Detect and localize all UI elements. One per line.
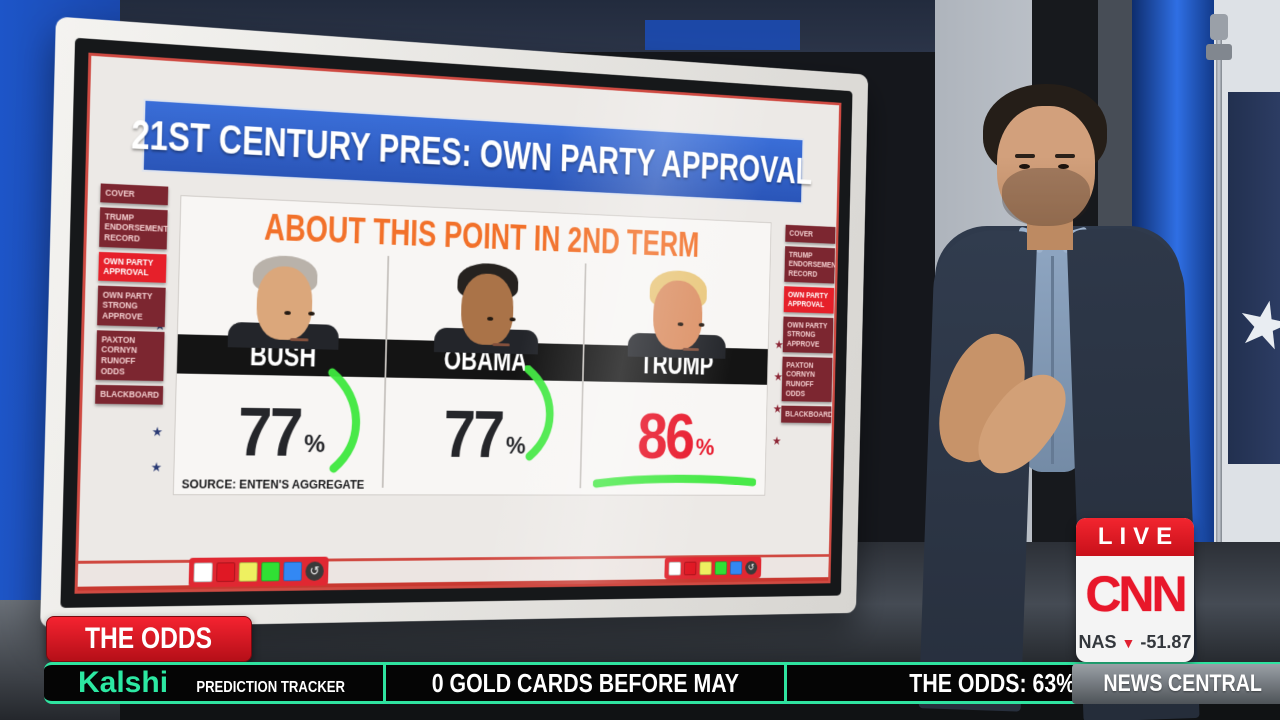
trump-percent-sign: % bbox=[695, 433, 715, 461]
star-icon bbox=[147, 414, 167, 450]
source-credit: SOURCE: ENTEN'S AGGREGATE bbox=[181, 477, 365, 492]
presenter-stubble bbox=[1002, 168, 1090, 226]
obama-photo bbox=[433, 258, 539, 355]
color-swatch-red[interactable] bbox=[216, 562, 236, 583]
ticker-brand: Kalshi PREDICTION TRACKER bbox=[44, 666, 383, 700]
menu-item-trump-endorsement-record[interactable]: TRUMP ENDORSEMENT RECORD bbox=[784, 245, 840, 284]
trump-photo bbox=[627, 266, 727, 359]
undo-icon[interactable]: ↺ bbox=[745, 560, 758, 575]
touchscreen-monitor: 21ST CENTURY PRES: OWN PARTY APPROVAL CO… bbox=[40, 16, 869, 629]
live-badge: LIVE bbox=[1076, 518, 1194, 556]
column-obama: OBAMA 77 % bbox=[382, 255, 585, 489]
show-banner: NEWS CENTRAL bbox=[1072, 664, 1280, 704]
color-swatch-yellow[interactable] bbox=[699, 561, 712, 575]
presenter-eyebrow bbox=[1055, 154, 1075, 158]
menu-item-trump-endorsement-record[interactable]: TRUMP ENDORSEMENT RECORD bbox=[99, 206, 168, 249]
ticker-divider bbox=[784, 662, 788, 704]
presenter-eye bbox=[1058, 164, 1069, 169]
presenter bbox=[905, 80, 1205, 720]
menu-item-own-party-strong-approve[interactable]: OWN PARTY STRONG APPROVE bbox=[97, 285, 166, 327]
presenter-face bbox=[997, 106, 1095, 226]
menu-item-cover[interactable]: COVER bbox=[785, 224, 836, 244]
market-down-icon: ▼ bbox=[1121, 634, 1136, 651]
ticker-item: 0 GOLD CARDS BEFORE MAY bbox=[431, 667, 739, 698]
trump-eyes bbox=[677, 322, 684, 327]
rundown-menu-right: COVER TRUMP ENDORSEMENT RECORD OWN PARTY… bbox=[781, 224, 840, 428]
bush-eyes bbox=[283, 310, 291, 315]
flag-finial bbox=[1210, 14, 1228, 40]
bush-mouth bbox=[289, 338, 309, 342]
trump-percent: 86 bbox=[636, 400, 694, 472]
telestrator-palette-right: ↺ bbox=[664, 556, 762, 580]
star-icon bbox=[146, 450, 166, 486]
trump-mouth bbox=[683, 347, 700, 351]
menu-item-own-party-strong-approve[interactable]: OWN PARTY STRONG APPROVE bbox=[782, 316, 834, 354]
monitor-bezel: 21ST CENTURY PRES: OWN PARTY APPROVAL CO… bbox=[60, 37, 853, 608]
kalshi-logo: Kalshi bbox=[78, 666, 169, 699]
menu-item-blackboard[interactable]: BLACKBOARD bbox=[781, 405, 833, 423]
cnn-logo: CNN bbox=[1085, 566, 1187, 622]
bush-face bbox=[255, 265, 313, 342]
flag-clamp bbox=[1206, 44, 1232, 60]
presenter-eyebrow bbox=[1015, 154, 1035, 158]
chart-title: 21ST CENTURY PRES: OWN PARTY APPROVAL bbox=[130, 110, 813, 193]
column-trump: TRUMP 86 % bbox=[579, 263, 770, 489]
network-bug: LIVE CNN NAS ▼ -51.87 bbox=[1076, 518, 1194, 662]
magic-wall-screen: 21ST CENTURY PRES: OWN PARTY APPROVAL CO… bbox=[74, 52, 842, 594]
presenter-jacket bbox=[918, 228, 1038, 712]
color-swatch-blue[interactable] bbox=[729, 560, 743, 575]
market-ticker: NAS ▼ -51.87 bbox=[1076, 632, 1194, 662]
trump-value: 86 % bbox=[635, 382, 716, 472]
undo-icon[interactable]: ↺ bbox=[305, 561, 324, 581]
american-flag bbox=[1228, 92, 1280, 464]
bush-percent: 77 bbox=[237, 393, 302, 470]
market-symbol: NAS bbox=[1078, 632, 1117, 652]
color-swatch-green[interactable] bbox=[260, 561, 280, 582]
approval-comparison-panel: ABOUT THIS POINT IN 2ND TERM bbox=[172, 195, 772, 496]
color-swatch-blue[interactable] bbox=[283, 561, 303, 582]
color-swatch-white[interactable] bbox=[193, 562, 213, 583]
color-swatch-green[interactable] bbox=[714, 560, 728, 575]
studio-top-light bbox=[645, 20, 800, 50]
menu-item-blackboard[interactable]: BLACKBOARD bbox=[95, 384, 164, 405]
telestrator-palette-left: ↺ bbox=[188, 556, 329, 588]
menu-item-paxton-cornyn-runoff-odds[interactable]: PAXTON CORNYN RUNOFF ODDS bbox=[781, 356, 833, 403]
bush-photo bbox=[227, 250, 339, 350]
menu-item-cover[interactable]: COVER bbox=[100, 183, 169, 205]
color-swatch-white[interactable] bbox=[668, 561, 682, 576]
column-bush: BUSH 77 % bbox=[174, 248, 388, 488]
menu-item-own-party-approval[interactable]: OWN PARTY APPROVAL bbox=[98, 251, 167, 283]
telestrator-underline-trump bbox=[593, 473, 756, 488]
telestrator-arc-bush bbox=[323, 367, 369, 475]
trump-face bbox=[652, 279, 704, 351]
menu-item-paxton-cornyn-runoff-odds[interactable]: PAXTON CORNYN RUNOFF ODDS bbox=[95, 329, 165, 382]
obama-value: 77 % bbox=[441, 379, 527, 471]
rundown-menu-left: COVER TRUMP ENDORSEMENT RECORD OWN PARTY… bbox=[95, 183, 168, 409]
presenter-shirt-placket bbox=[1051, 256, 1054, 464]
bush-value: 77 % bbox=[235, 375, 327, 470]
obama-face bbox=[460, 272, 515, 347]
obama-eyes bbox=[487, 316, 494, 321]
color-swatch-red[interactable] bbox=[683, 561, 697, 575]
star-icon bbox=[768, 425, 785, 457]
menu-item-own-party-approval[interactable]: OWN PARTY APPROVAL bbox=[783, 285, 835, 314]
presenter-eye bbox=[1019, 164, 1030, 169]
flag-pole bbox=[1216, 14, 1222, 664]
market-change: -51.87 bbox=[1140, 632, 1192, 652]
chart-title-bar: 21ST CENTURY PRES: OWN PARTY APPROVAL bbox=[131, 98, 813, 205]
president-columns: BUSH 77 % bbox=[174, 248, 770, 489]
ticker-tagline: PREDICTION TRACKER bbox=[196, 679, 346, 696]
ticker-divider bbox=[383, 662, 387, 704]
obama-percent: 77 bbox=[443, 396, 504, 471]
segment-badge: THE ODDS bbox=[46, 616, 252, 662]
obama-mouth bbox=[492, 343, 510, 347]
telestrator-arc-obama bbox=[522, 365, 562, 462]
color-swatch-yellow[interactable] bbox=[238, 562, 258, 582]
